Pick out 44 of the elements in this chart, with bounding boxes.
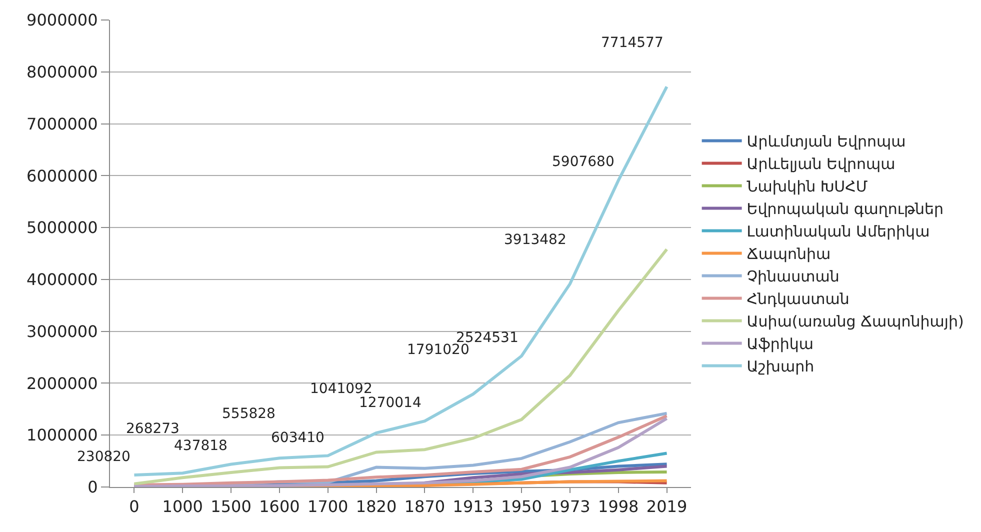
- x-tick-label: 1950: [501, 497, 542, 516]
- x-tick-label: 1500: [210, 497, 252, 516]
- legend-label: Չինաստան: [746, 268, 840, 286]
- x-tick-label: 1973: [550, 497, 590, 516]
- data-label: 268273: [126, 421, 180, 437]
- y-tick-label: 0: [88, 478, 98, 497]
- data-label: 1791020: [407, 342, 470, 358]
- legend-label: Արևելյան Եվրոպա: [746, 155, 896, 174]
- x-tick-label: 1870: [404, 497, 446, 516]
- legend-label: Աֆրիկա: [746, 335, 814, 354]
- y-tick-label: 3000000: [26, 322, 98, 341]
- x-tick-label: 2019: [646, 497, 688, 516]
- y-tick-label: 4000000: [26, 270, 98, 290]
- data-label: 603410: [271, 430, 324, 446]
- y-tick-label: 5000000: [26, 218, 98, 238]
- data-label: 1270014: [359, 395, 422, 411]
- x-tick-label: 1600: [259, 497, 300, 516]
- data-label: 437818: [174, 438, 228, 454]
- y-tick-label: 2000000: [26, 374, 98, 393]
- y-tick-label: 6000000: [26, 166, 98, 186]
- data-label: 230820: [77, 449, 130, 465]
- y-tick-label: 7000000: [26, 114, 98, 134]
- legend-label: Ասիա(առանց Ճապոնիայի): [746, 312, 964, 331]
- y-tick-label: 1000000: [26, 426, 98, 445]
- legend-label: Եվրոպական գաղութներ: [746, 200, 944, 218]
- legend-label: Աշխարհ: [746, 358, 814, 376]
- data-label: 1041092: [310, 381, 372, 397]
- x-tick-label: 1000: [162, 497, 203, 516]
- data-label: 3913482: [504, 232, 566, 248]
- legend-label: Արևմտյան Եվրոպա: [746, 132, 906, 151]
- legend-label: Ճապոնիա: [746, 245, 831, 264]
- legend-label: Հնդկաստան: [746, 290, 850, 308]
- x-tick-label: 1820: [356, 497, 397, 516]
- y-tick-label: 9000000: [26, 10, 98, 30]
- y-tick-label: 8000000: [26, 62, 98, 82]
- data-label: 5907680: [552, 154, 614, 170]
- data-label: 555828: [222, 406, 276, 422]
- legend-label: Լատինական Ամերիկա: [746, 222, 930, 241]
- legend-label: Նախկին ԽՍՀՄ: [746, 178, 868, 196]
- x-tick-label: 1998: [598, 497, 639, 516]
- x-tick-label: 1700: [308, 497, 348, 516]
- x-tick-label: 1913: [452, 497, 494, 516]
- data-label: 7714577: [601, 35, 664, 51]
- x-tick-label: 0: [129, 497, 140, 516]
